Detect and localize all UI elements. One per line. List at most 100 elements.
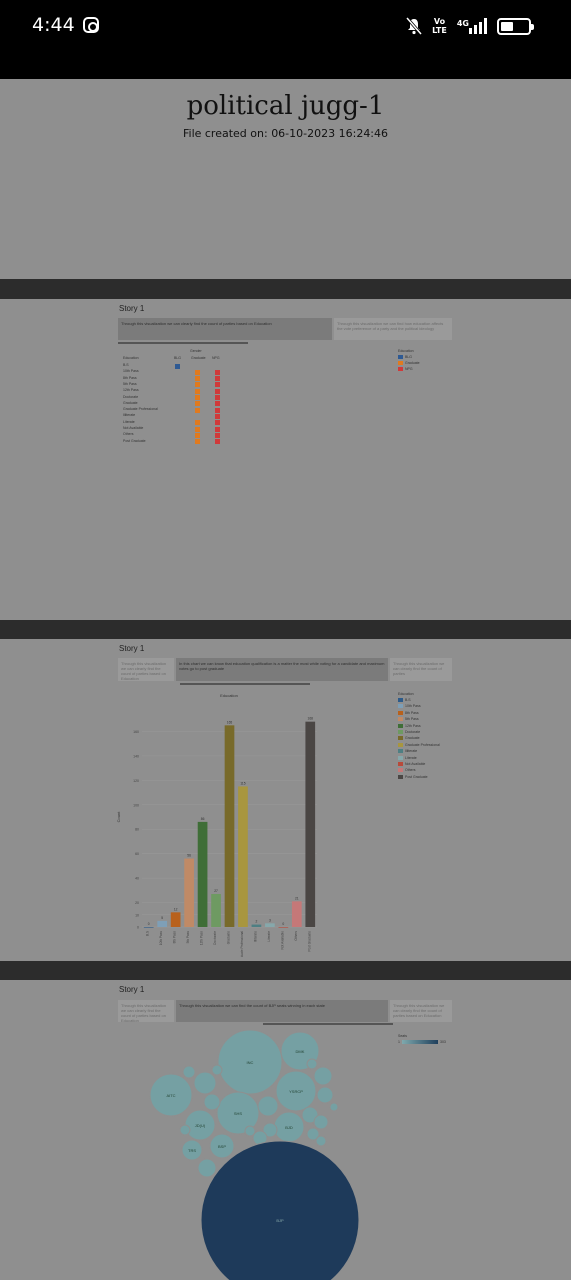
- legend-label: 10th Pass: [405, 704, 421, 709]
- heat-cell[interactable]: [215, 420, 220, 426]
- bubble-label: AITC: [166, 1093, 175, 1098]
- bar[interactable]: [305, 721, 316, 927]
- heat-cell[interactable]: [215, 439, 220, 445]
- bar[interactable]: [170, 912, 181, 927]
- y-tick-label: 140: [133, 754, 139, 758]
- story-caption-prev[interactable]: Through this visualization we can clearl…: [118, 658, 174, 681]
- story-caption[interactable]: In this chart we can know that education…: [176, 658, 388, 681]
- x-tick-label: Graduate Professional: [240, 931, 244, 957]
- legend-swatch: [398, 749, 403, 754]
- heat-cell[interactable]: [195, 420, 200, 426]
- bar[interactable]: [238, 786, 248, 927]
- story-caption[interactable]: Through this visualization we can find t…: [176, 1000, 388, 1022]
- legend-label: Graduate: [405, 361, 420, 365]
- bubble-chart: BJP INC DMK AITC YSRCP SHS JD(U) BJD BSP…: [149, 1029, 360, 1280]
- color-scale: [402, 1040, 438, 1044]
- legend-swatch: [398, 774, 403, 779]
- row-label: Illiterate: [123, 413, 136, 418]
- row-label: 8th Pass: [123, 375, 137, 380]
- data-label: 86: [201, 817, 205, 821]
- heat-cell[interactable]: [195, 426, 200, 432]
- heat-cell[interactable]: [215, 382, 220, 388]
- heat-cell[interactable]: [215, 401, 220, 407]
- heat-cell[interactable]: [215, 388, 220, 394]
- y-tick-label: 20: [135, 901, 139, 905]
- legend-label: B.S: [405, 698, 411, 702]
- bar[interactable]: [157, 920, 168, 927]
- bar[interactable]: [251, 924, 262, 927]
- bubble-label: BJD: [285, 1125, 293, 1130]
- bar[interactable]: [291, 901, 302, 927]
- y-tick-label: 120: [133, 779, 139, 783]
- bell-muted-icon: [406, 17, 423, 35]
- x-tick-label: 5th Pass: [186, 931, 190, 944]
- heat-cell[interactable]: [195, 382, 200, 388]
- bar[interactable]: [224, 725, 235, 927]
- y-tick-label: 160: [133, 730, 139, 734]
- story-caption-next[interactable]: Through this visualization we can clearl…: [390, 658, 452, 681]
- bar[interactable]: [143, 927, 154, 928]
- bubble-label: TRS: [188, 1148, 196, 1153]
- heat-cell[interactable]: [215, 369, 220, 375]
- heat-cell[interactable]: [195, 388, 200, 394]
- heat-cell[interactable]: [215, 413, 220, 419]
- story-caption-next[interactable]: Through this visualization we can clearl…: [390, 1000, 452, 1022]
- bubble-label: DMK: [296, 1049, 305, 1054]
- story-page-2: Story 1 Through this visualization we ca…: [0, 639, 571, 961]
- heat-cell[interactable]: [215, 426, 220, 432]
- legend-swatch: [398, 704, 403, 709]
- heat-cell[interactable]: [195, 369, 200, 375]
- legend-max: 303: [440, 1040, 446, 1044]
- legend-swatch: [398, 755, 403, 760]
- caption-progress: [180, 683, 310, 685]
- legend-swatch: [398, 355, 403, 359]
- x-tick-label: Illiterate: [253, 931, 257, 942]
- legend-min: 1: [398, 1040, 400, 1044]
- legend-label: Literate: [405, 755, 417, 760]
- legend-swatch: [398, 723, 403, 728]
- data-label: 115: [240, 781, 245, 785]
- heat-cell[interactable]: [195, 407, 200, 413]
- bar[interactable]: [265, 923, 275, 927]
- caption-progress: [263, 1023, 393, 1025]
- col-header: Gender: [190, 349, 202, 353]
- bar[interactable]: [197, 821, 208, 927]
- heat-cell[interactable]: [195, 432, 200, 438]
- volte-bottom: LTE: [432, 26, 447, 35]
- story-caption-next[interactable]: Through this visualization we can find h…: [334, 318, 452, 340]
- bar-chart: EducationCount010204060801001201401600B.…: [116, 693, 317, 957]
- heat-cell[interactable]: [215, 395, 220, 400]
- legend-swatch: [398, 717, 403, 722]
- bar[interactable]: [278, 927, 289, 928]
- row-header: Education: [123, 356, 139, 360]
- legend-label: 5th Pass: [405, 717, 419, 722]
- bar[interactable]: [211, 894, 221, 927]
- status-time: 4:44: [32, 14, 75, 36]
- legend-swatch: [398, 768, 403, 773]
- data-label: 0: [148, 922, 150, 926]
- story-caption[interactable]: Through this visualization we can clearl…: [118, 318, 332, 340]
- legend-swatch: [398, 710, 403, 715]
- heat-cell[interactable]: [195, 439, 200, 445]
- heat-cell[interactable]: [215, 407, 220, 413]
- heat-cell[interactable]: [175, 363, 180, 369]
- col-label: Graduate: [191, 356, 206, 360]
- legend-swatch: [398, 762, 403, 766]
- page-title-section: political jugg-1 File created on: 06-10-…: [0, 79, 571, 279]
- legend-swatch: [398, 698, 403, 702]
- data-label: 5: [161, 916, 163, 920]
- heat-cell[interactable]: [195, 376, 200, 382]
- legend-label: Graduate: [405, 736, 420, 741]
- heat-cell[interactable]: [195, 401, 200, 407]
- legend-swatch: [398, 730, 403, 734]
- page-divider: [0, 279, 571, 299]
- heat-cell[interactable]: [215, 432, 220, 438]
- bar[interactable]: [184, 858, 194, 927]
- row-label: Graduate Professional: [123, 407, 158, 412]
- bubble-label: YSRCP: [289, 1089, 303, 1094]
- story-caption-prev[interactable]: Through this visualization we can clearl…: [118, 1000, 174, 1022]
- legend-label: 12th Pass: [405, 723, 421, 728]
- heat-cell[interactable]: [195, 395, 200, 400]
- data-label: 21: [295, 896, 299, 900]
- heat-cell[interactable]: [215, 376, 220, 382]
